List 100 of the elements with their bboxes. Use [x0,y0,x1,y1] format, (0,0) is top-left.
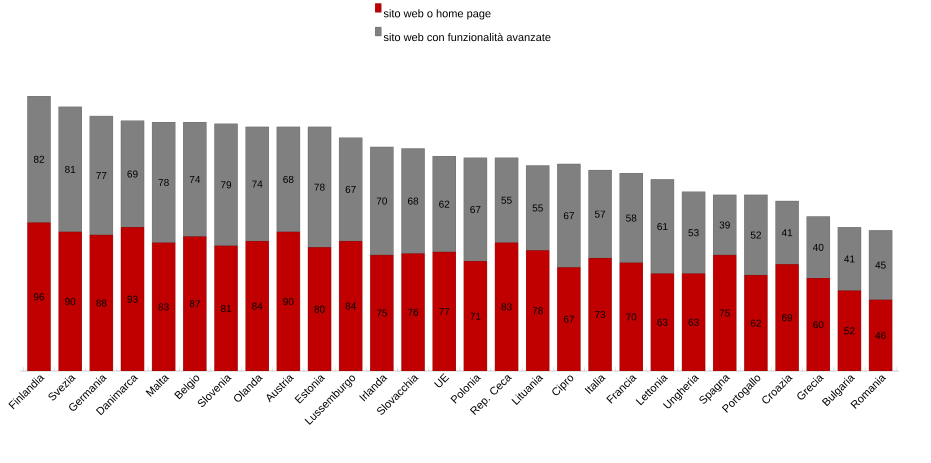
x-tick-label: UE [434,373,450,388]
bar [838,227,862,291]
bar [464,158,488,262]
data-label: 45 [875,262,886,269]
data-label: 70 [376,198,388,205]
bar [868,300,892,371]
data-label: 55 [501,196,512,204]
data-label: 81 [220,304,232,312]
data-label: 46 [875,332,886,339]
data-label: 83 [158,303,169,310]
bar [464,261,488,371]
data-label: 93 [127,296,138,303]
bar [308,247,332,371]
data-label: 96 [34,293,44,300]
bar [338,241,362,371]
data-label: 67 [470,206,480,214]
bar [370,254,394,371]
data-label: 84 [252,302,262,310]
bar [557,164,581,268]
bar [370,146,394,256]
data-label: 80 [314,306,325,313]
bar [557,267,581,371]
bar [744,194,768,276]
data-label: 71 [470,312,480,320]
bar [183,122,207,237]
bar [713,194,736,256]
bar [58,232,82,371]
bar [775,200,799,265]
bar [90,116,114,236]
data-label: 53 [688,229,699,236]
bar [120,227,144,371]
bar [650,273,674,371]
bar [526,165,550,251]
bar [245,241,269,371]
data-label: 67 [564,212,574,220]
data-label: 68 [283,176,294,183]
data-label: 78 [314,184,325,191]
bar [650,179,674,274]
data-label: 75 [376,310,388,317]
bar [27,96,51,223]
bar [276,232,300,371]
data-label: 69 [127,170,138,178]
data-label: 55 [532,204,543,212]
bar [338,138,362,242]
data-label: 52 [844,327,854,334]
data-label: 78 [158,178,169,186]
bar [838,290,862,371]
bar [183,236,207,371]
data-label: 74 [252,180,262,188]
data-label: 82 [34,156,44,163]
data-label: 57 [594,210,606,218]
bar [214,124,238,246]
data-label: 87 [190,300,200,308]
data-label: 67 [564,316,574,323]
bar [90,234,114,371]
bar [713,254,736,371]
bar [806,278,830,371]
data-label: 41 [844,256,855,262]
data-label: 62 [750,320,761,327]
data-label: 60 [813,321,824,328]
data-label: 81 [65,166,76,173]
bar [401,253,425,371]
bar [588,170,612,258]
bar [152,242,176,371]
data-label: 39 [720,221,730,229]
bar [868,230,892,300]
legend-label: sito web o home page [384,9,491,20]
data-label: 52 [750,232,761,239]
data-label: 68 [408,198,418,205]
bar [682,192,706,274]
data-label: 75 [720,310,730,317]
data-label: 78 [532,307,543,314]
bar [775,264,799,371]
data-label: 41 [782,229,792,236]
bar [744,275,768,371]
bar [27,222,51,371]
data-label: 63 [657,318,668,326]
bar [494,242,518,371]
data-label: 62 [439,200,450,208]
x-tick-label: Italia [584,376,606,394]
bar [682,273,706,371]
data-label: 79 [220,181,232,188]
data-label: 63 [688,318,699,326]
data-label: 90 [65,298,76,306]
bar [806,216,830,278]
data-label: 40 [812,244,824,251]
bar [245,126,269,242]
data-label: 61 [657,223,668,230]
data-label: 88 [96,299,106,307]
data-label: 76 [408,308,418,316]
data-label: 77 [96,172,106,179]
data-label: 74 [190,176,200,183]
data-label: 84 [346,302,356,310]
data-label: 90 [283,298,294,306]
bar [58,106,82,232]
bar [214,246,238,371]
bar [152,122,176,243]
bar [276,126,300,232]
data-label: 58 [626,214,636,222]
bar [620,173,643,264]
